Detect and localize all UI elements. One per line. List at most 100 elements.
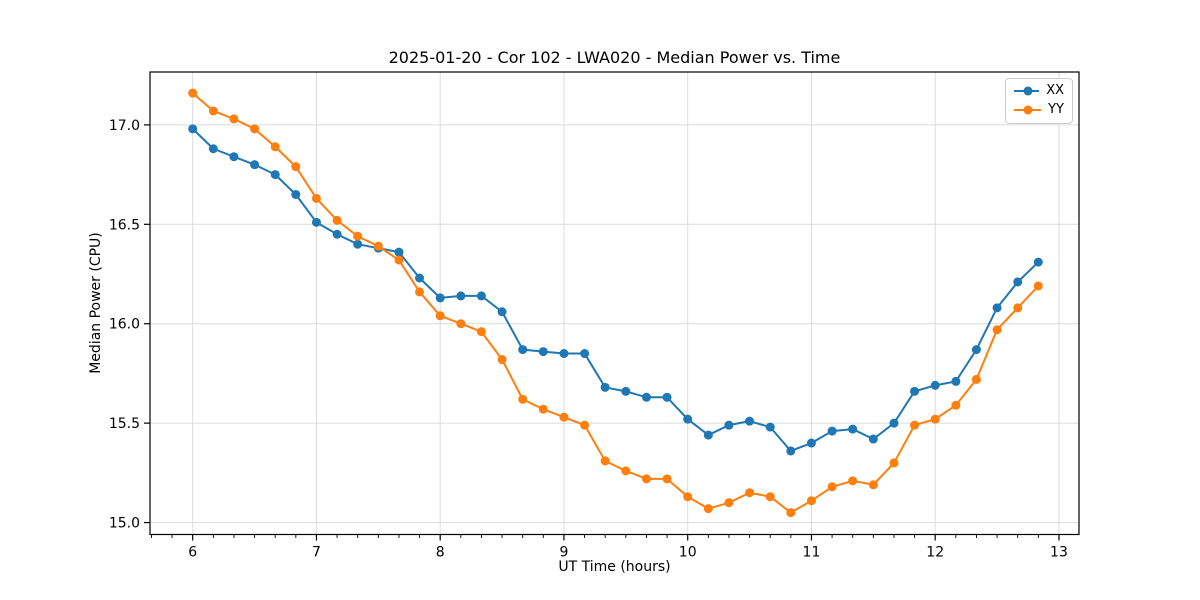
data-point-xx — [435, 293, 445, 303]
data-point-xx — [806, 438, 816, 448]
data-point-yy — [580, 420, 590, 430]
y-tick-label: 16.0 — [109, 317, 140, 333]
data-point-yy — [332, 215, 342, 225]
data-point-yy — [415, 287, 425, 297]
data-point-xx — [971, 345, 981, 355]
y-tick-label: 16.5 — [109, 217, 140, 233]
data-point-yy — [992, 325, 1002, 335]
data-point-xx — [745, 416, 755, 426]
series-xx-line — [192, 128, 1039, 452]
data-point-yy — [188, 88, 198, 98]
data-point-xx — [311, 217, 321, 227]
data-point-xx — [538, 347, 548, 357]
data-point-yy — [889, 458, 899, 468]
data-point-xx — [1013, 277, 1023, 287]
data-point-xx — [951, 376, 961, 386]
data-point-yy — [724, 498, 734, 508]
data-point-yy — [951, 400, 961, 410]
legend-line-marker-yy-icon — [1014, 105, 1042, 115]
data-point-xx — [559, 349, 569, 359]
data-point-xx — [518, 345, 528, 355]
series-yy-line — [192, 92, 1040, 514]
data-point-yy — [518, 394, 528, 404]
data-point-xx — [868, 434, 878, 444]
data-point-yy — [683, 492, 693, 502]
data-point-xx — [910, 386, 920, 396]
data-point-yy — [786, 508, 796, 518]
series-yy — [188, 88, 1043, 518]
data-point-yy — [208, 106, 218, 116]
data-point-yy — [559, 412, 569, 422]
data-point-yy — [1013, 303, 1023, 313]
data-point-yy — [497, 355, 507, 365]
data-point-xx — [621, 386, 631, 396]
data-point-xx — [353, 239, 363, 249]
x-tick-label: 6 — [188, 545, 197, 561]
x-tick-label: 7 — [312, 545, 321, 561]
data-point-xx — [662, 392, 672, 402]
y-tick-label: 15.0 — [109, 516, 140, 532]
x-axis-label: UT Time (hours) — [558, 559, 671, 575]
legend: XX YY — [1005, 78, 1073, 124]
data-point-yy — [456, 319, 466, 329]
data-point-yy — [538, 404, 548, 414]
data-point-xx — [827, 426, 837, 436]
data-point-xx — [476, 291, 486, 301]
data-point-yy — [848, 476, 858, 486]
data-point-yy — [703, 504, 713, 514]
data-point-xx — [250, 160, 260, 170]
data-point-xx — [724, 420, 734, 430]
data-point-xx — [456, 291, 466, 301]
data-point-yy — [765, 492, 775, 502]
data-point-xx — [992, 303, 1002, 313]
data-point-xx — [786, 446, 796, 456]
plot-border — [149, 71, 1080, 536]
data-point-yy — [806, 496, 816, 506]
x-tick-label: 11 — [803, 545, 821, 561]
data-point-yy — [910, 420, 920, 430]
data-point-xx — [394, 247, 404, 257]
axes: 6 7 8 9 10 11 12 13 15.0 15.5 16.0 16.5 17.0 — [109, 118, 1068, 561]
data-point-xx — [765, 422, 775, 432]
x-tick-label: 8 — [436, 545, 445, 561]
data-point-yy — [971, 374, 981, 384]
data-point-yy — [930, 414, 940, 424]
x-tick-label: 13 — [1050, 545, 1068, 561]
data-point-xx — [229, 152, 239, 162]
data-point-yy — [270, 142, 280, 152]
data-point-yy — [641, 474, 651, 484]
data-point-yy — [621, 466, 631, 476]
data-point-yy — [291, 162, 301, 172]
legend-line-marker-xx-icon — [1014, 86, 1040, 96]
data-point-yy — [827, 482, 837, 492]
legend-label-yy: YY — [1048, 102, 1064, 117]
data-point-yy — [311, 193, 321, 203]
y-axis-label: Median Power (CPU) — [88, 232, 104, 374]
data-point-xx — [600, 382, 610, 392]
x-tick-label: 9 — [559, 545, 568, 561]
data-point-yy — [745, 488, 755, 498]
chart-title: 2025-01-20 - Cor 102 - LWA020 - Median P… — [388, 48, 841, 67]
data-point-xx — [703, 430, 713, 440]
data-point-xx — [270, 170, 280, 180]
y-tick-label: 15.5 — [109, 416, 140, 432]
data-point-xx — [889, 418, 899, 428]
data-point-yy — [394, 255, 404, 265]
data-point-yy — [476, 327, 486, 337]
x-tick-label: 10 — [679, 545, 697, 561]
series-xx — [188, 124, 1043, 456]
data-point-yy — [1033, 281, 1043, 291]
data-point-xx — [1033, 257, 1043, 267]
data-point-xx — [497, 307, 507, 317]
data-point-xx — [683, 414, 693, 424]
x-tick-label: 12 — [926, 545, 944, 561]
data-point-yy — [435, 311, 445, 321]
data-point-yy — [373, 241, 383, 251]
data-point-xx — [641, 392, 651, 402]
data-point-xx — [332, 229, 342, 239]
data-point-xx — [930, 380, 940, 390]
data-point-yy — [662, 474, 672, 484]
data-point-yy — [868, 480, 878, 490]
